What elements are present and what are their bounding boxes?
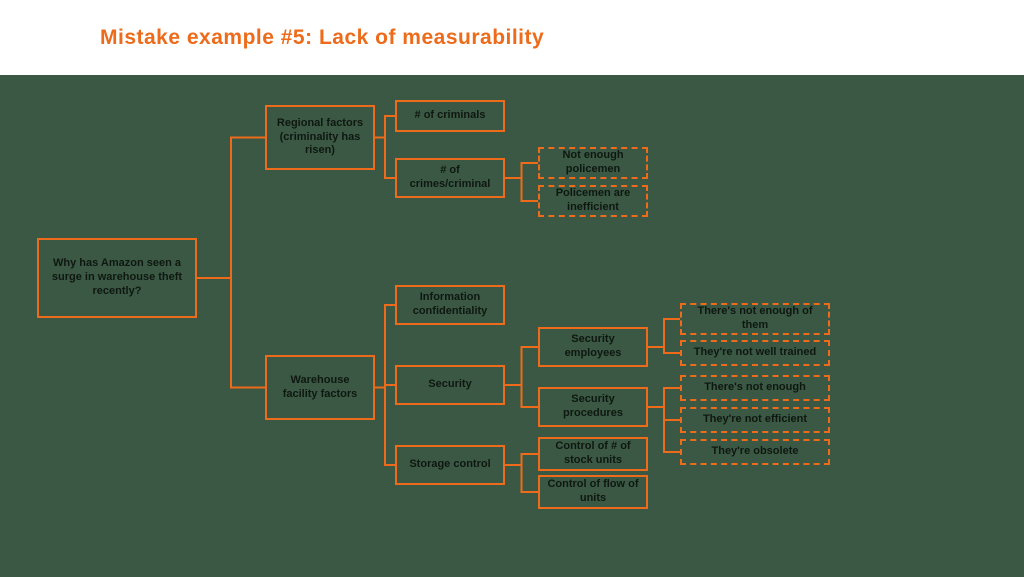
node-notenoughthem: There's not enough of them xyxy=(680,303,830,335)
node-notpolice: Not enough policemen xyxy=(538,147,648,179)
node-secproc: Security procedures xyxy=(538,387,648,427)
node-obsolete: They're obsolete xyxy=(680,439,830,465)
node-warehouse: Warehouse facility factors xyxy=(265,355,375,420)
node-regional: Regional factors (criminality has risen) xyxy=(265,105,375,170)
node-ctrlstock: Control of # of stock units xyxy=(538,437,648,471)
node-nottrained: They're not well trained xyxy=(680,340,830,366)
node-notenough: There's not enough xyxy=(680,375,830,401)
node-ctrlflow: Control of flow of units xyxy=(538,475,648,509)
node-numcrim: # of criminals xyxy=(395,100,505,132)
connector-layer xyxy=(0,75,1024,577)
header: Mistake example #5: Lack of measurabilit… xyxy=(45,0,979,75)
node-secemp: Security employees xyxy=(538,327,648,367)
diagram-area: Why has Amazon seen a surge in warehouse… xyxy=(0,75,1024,577)
node-security: Security xyxy=(395,365,505,405)
node-storage: Storage control xyxy=(395,445,505,485)
node-ineffpol: Policemen are inefficient xyxy=(538,185,648,217)
node-root: Why has Amazon seen a surge in warehouse… xyxy=(37,238,197,318)
node-crimesper: # of crimes/criminal xyxy=(395,158,505,198)
node-notefficient: They're not efficient xyxy=(680,407,830,433)
page-title: Mistake example #5: Lack of measurabilit… xyxy=(100,26,544,50)
node-infoconf: Information confidentiality xyxy=(395,285,505,325)
